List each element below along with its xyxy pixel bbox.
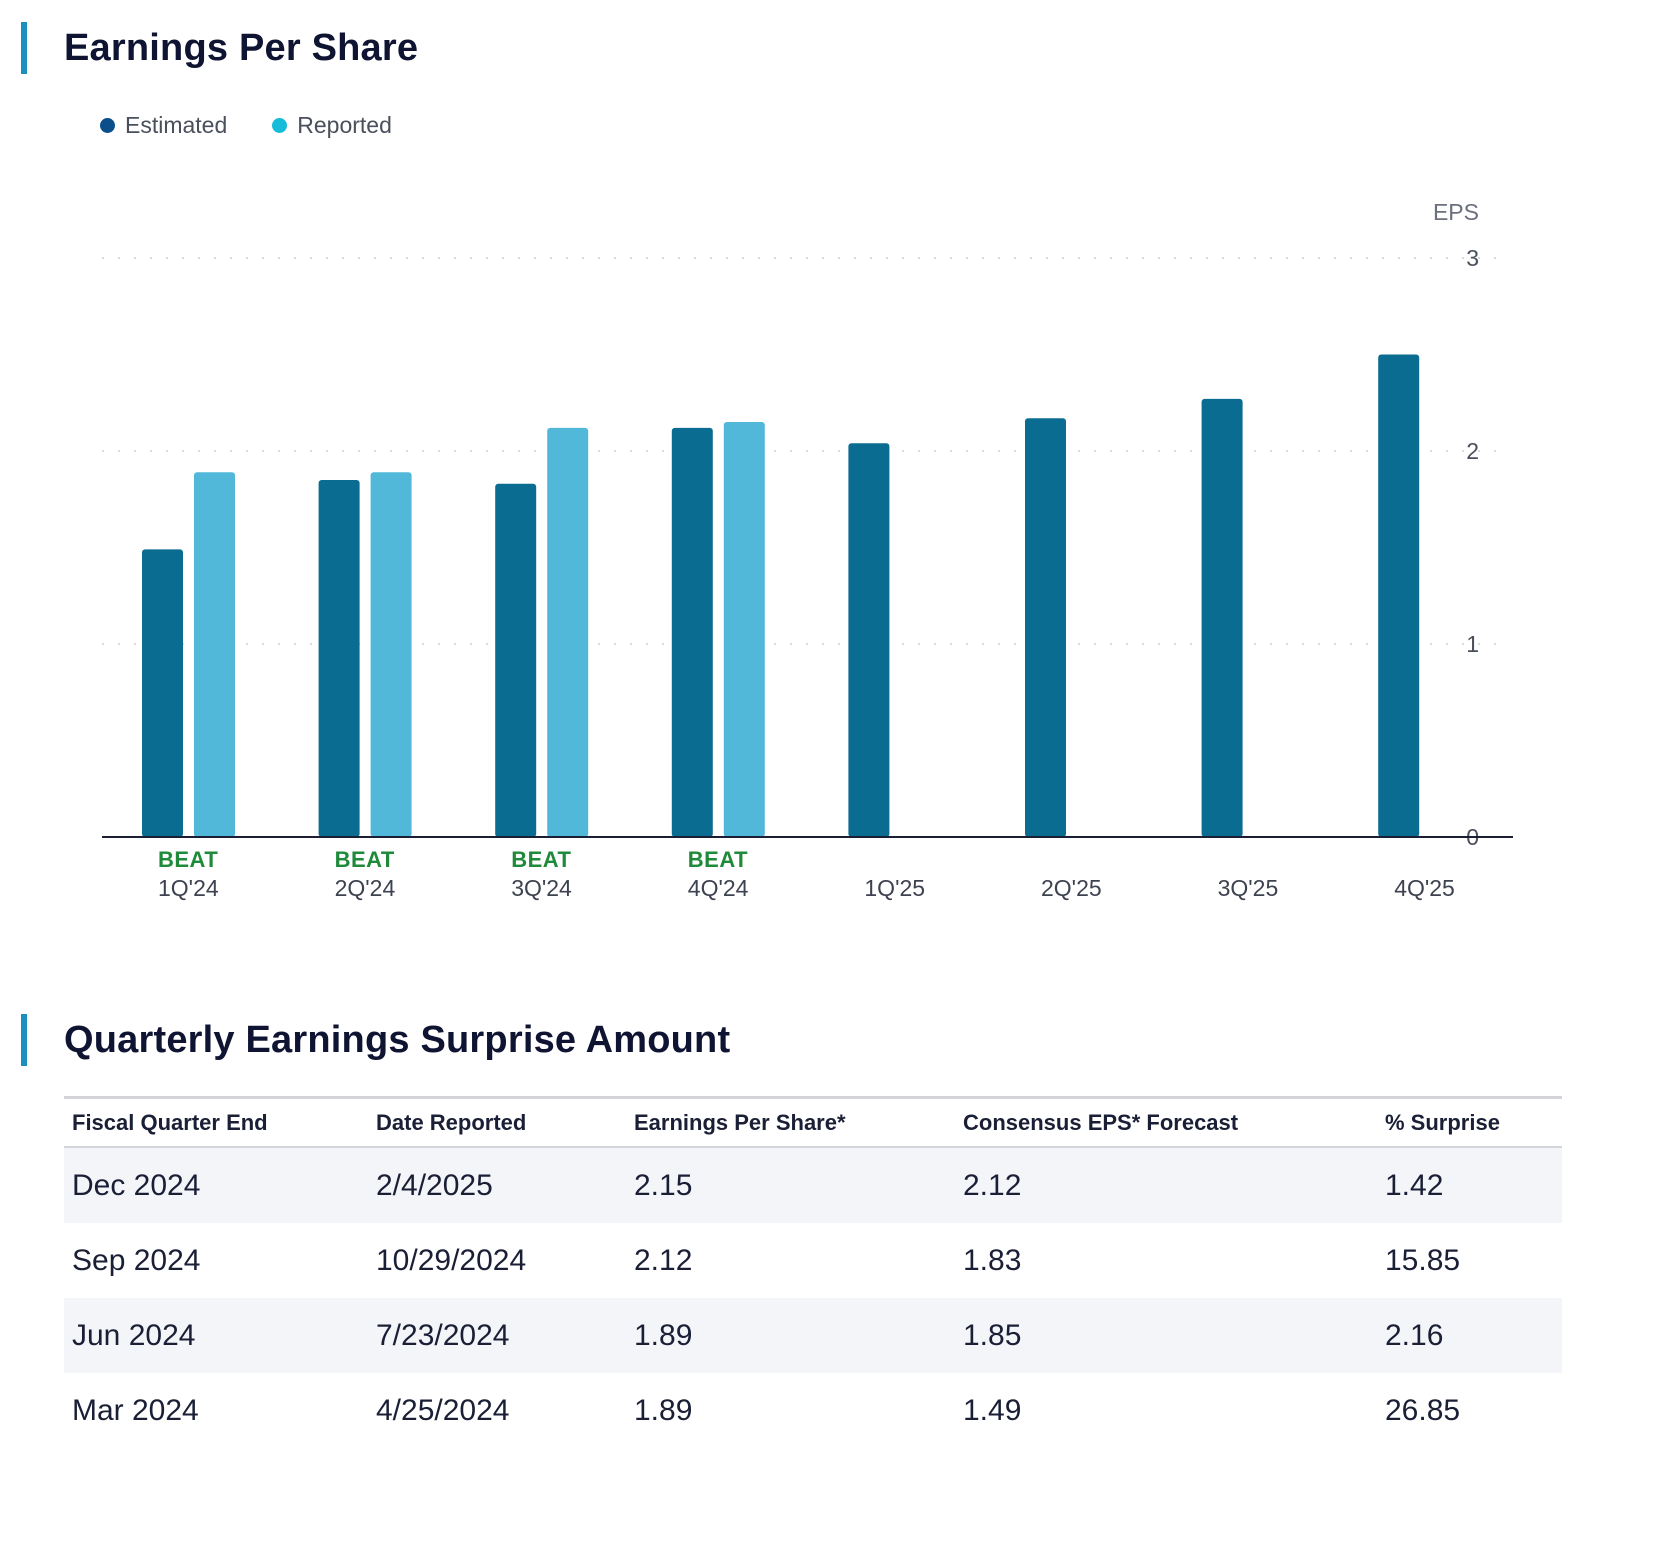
cell-fiscal-quarter-end: Mar 2024 [72, 1393, 199, 1427]
chart-legend: Estimated Reported [100, 112, 437, 139]
cell-consensus-forecast: 1.49 [963, 1393, 1022, 1427]
legend-reported-dot-icon [272, 118, 288, 133]
cell-fiscal-quarter-end: Dec 2024 [64, 1147, 368, 1223]
x-tick-label: 3Q'25 [1218, 875, 1279, 901]
x-tick-label: 2Q'25 [1041, 875, 1102, 901]
section-accent-bar [21, 22, 27, 74]
header-consensus-forecast[interactable]: Consensus EPS* Forecast [955, 1097, 1377, 1148]
cell-fiscal-quarter-end: Sep 2024 [72, 1243, 201, 1277]
cell-consensus-forecast: 1.83 [963, 1243, 1022, 1277]
legend-item-reported[interactable]: Reported [272, 112, 392, 139]
table-header-row: Fiscal Quarter End Date Reported Earning… [64, 1097, 1562, 1148]
cell-earnings-per-share: 2.15 [626, 1147, 955, 1223]
bar-reported [723, 422, 765, 837]
cell-earnings-per-share: 2.12 [634, 1243, 693, 1277]
x-tick-label: 1Q'24 [158, 875, 219, 901]
bar-estimated [142, 549, 183, 837]
surprise-section-header: Quarterly Earnings Surprise Amount [21, 1014, 730, 1066]
eps-bar-chart: 0123EPS1Q'24BEAT2Q'24BEAT3Q'24BEAT4Q'24B… [102, 199, 1513, 901]
cell-date-reported: 2/4/2025 [368, 1147, 626, 1223]
table-row: Jun 2024 7/23/2024 1.89 1.85 2.16 [64, 1298, 1562, 1373]
y-tick-label: 2 [1466, 438, 1479, 464]
bar-reported [370, 472, 412, 837]
x-tick-label: 4Q'24 [688, 875, 749, 901]
x-tick-label: 3Q'24 [511, 875, 572, 901]
cell-date-reported: 7/23/2024 [368, 1298, 626, 1373]
x-tick-label: 2Q'24 [335, 875, 396, 901]
cell-percent-surprise: 15.85 [1385, 1243, 1461, 1277]
cell-fiscal-quarter-end: Jun 2024 [64, 1298, 368, 1373]
x-tick-label: 1Q'25 [864, 875, 925, 901]
table-row: Sep 2024 10/29/2024 2.12 1.83 15.85 [64, 1223, 1562, 1298]
bar-estimated [671, 427, 713, 837]
cell-percent-surprise: 26.85 [1385, 1393, 1461, 1427]
header-fiscal-quarter-end[interactable]: Fiscal Quarter End [64, 1097, 368, 1148]
cell-earnings-per-share: 1.89 [626, 1298, 955, 1373]
section-accent-bar [21, 1014, 27, 1066]
eps-section-title: Earnings Per Share [64, 26, 419, 69]
bar-estimated [318, 479, 360, 837]
earnings-surprise-table: Fiscal Quarter End Date Reported Earning… [64, 1096, 1562, 1448]
bar-estimated [1201, 398, 1243, 837]
surprise-section-title: Quarterly Earnings Surprise Amount [64, 1018, 731, 1061]
cell-date-reported: 4/25/2024 [376, 1393, 510, 1427]
header-percent-surprise[interactable]: % Surprise [1377, 1097, 1562, 1148]
table-row: Mar 2024 4/25/2024 1.89 1.49 26.85 [64, 1373, 1562, 1448]
header-date-reported[interactable]: Date Reported [368, 1097, 626, 1148]
header-earnings-per-share[interactable]: Earnings Per Share* [626, 1097, 955, 1148]
cell-consensus-forecast: 1.85 [955, 1298, 1377, 1373]
legend-estimated-label: Estimated [125, 112, 228, 138]
cell-earnings-per-share: 1.89 [634, 1393, 693, 1427]
beat-label: BEAT [158, 847, 218, 872]
beat-label: BEAT [688, 847, 748, 872]
bar-estimated [1025, 418, 1066, 837]
y-axis-label: EPS [1433, 199, 1479, 225]
y-tick-label: 3 [1466, 245, 1479, 271]
bar-estimated [495, 483, 537, 837]
cell-percent-surprise: 1.42 [1377, 1147, 1562, 1223]
cell-percent-surprise: 2.16 [1377, 1298, 1562, 1373]
legend-item-estimated[interactable]: Estimated [100, 112, 227, 139]
cell-date-reported: 10/29/2024 [376, 1243, 527, 1277]
beat-label: BEAT [335, 847, 395, 872]
x-tick-label: 4Q'25 [1394, 875, 1455, 901]
y-tick-label: 1 [1466, 631, 1479, 657]
legend-reported-label: Reported [297, 112, 392, 138]
beat-label: BEAT [511, 847, 571, 872]
cell-consensus-forecast: 2.12 [955, 1147, 1377, 1223]
bar-estimated [1378, 354, 1420, 837]
legend-estimated-dot-icon [100, 118, 115, 133]
table-row: Dec 2024 2/4/2025 2.15 2.12 1.42 [64, 1147, 1562, 1223]
bar-reported [194, 472, 235, 837]
bar-reported [547, 427, 589, 837]
bar-estimated [848, 443, 890, 837]
eps-section-header: Earnings Per Share [21, 22, 418, 74]
